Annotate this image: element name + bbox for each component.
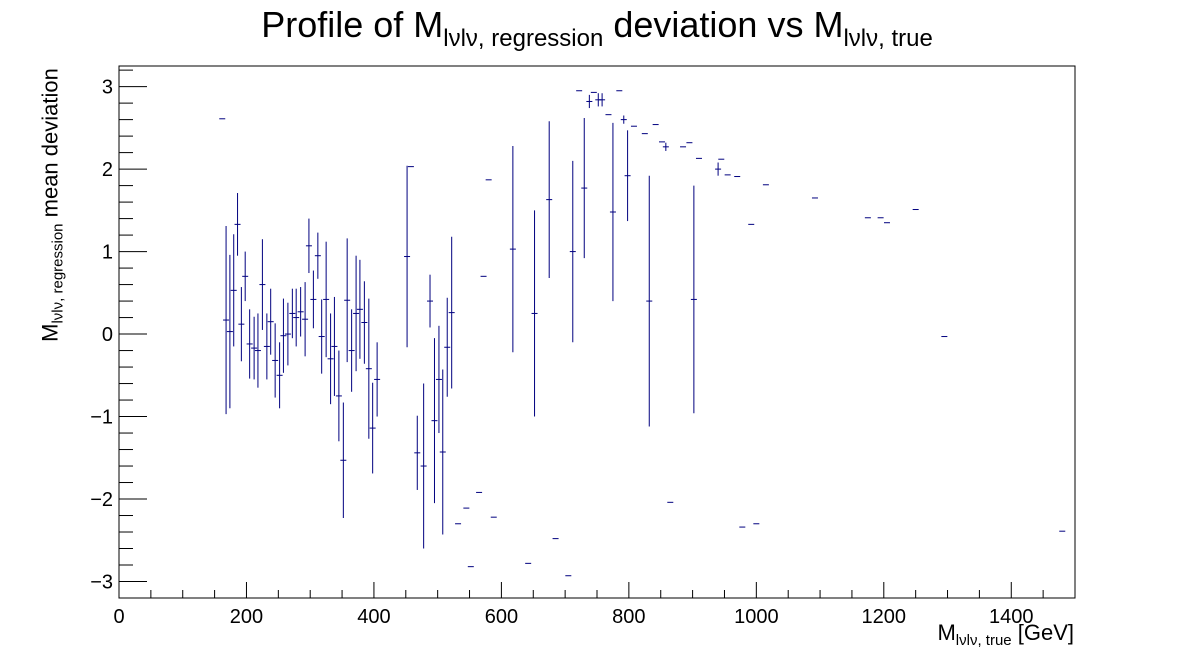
y-axis-label-sub: lνlν, regression xyxy=(49,223,67,324)
y-tick-label: 3 xyxy=(102,77,113,99)
y-tick-label: −2 xyxy=(90,489,113,511)
x-tick-label: 1400 xyxy=(989,606,1034,628)
chart-title: Profile of Mlνlν, regression deviation v… xyxy=(0,4,1194,53)
y-axis-label-main: M xyxy=(37,323,63,342)
x-tick-label: 800 xyxy=(612,606,645,628)
y-tick-label: −3 xyxy=(90,572,113,594)
title-sub-true: lνlν, true xyxy=(843,25,933,52)
x-tick-label: 1000 xyxy=(734,606,779,628)
x-tick-label: 200 xyxy=(230,606,263,628)
x-axis-label-main: M xyxy=(937,620,956,645)
y-axis-label-tail: mean deviation xyxy=(37,68,63,224)
x-tick-label: 400 xyxy=(357,606,390,628)
title-main: Profile of M xyxy=(261,4,444,45)
x-tick-label: 600 xyxy=(485,606,518,628)
title-mid: deviation vs M xyxy=(603,4,844,45)
x-axis-label-unit: [GeV] xyxy=(1011,620,1074,645)
x-tick-label: 0 xyxy=(113,606,124,628)
y-axis-label: Mlνlν, regression mean deviation xyxy=(38,68,67,342)
x-axis-label-sub: lνlν, true xyxy=(955,632,1012,649)
title-sub-regression: lνlν, regression xyxy=(443,25,604,52)
plot-frame xyxy=(118,65,1076,599)
x-tick-label: 1200 xyxy=(862,606,907,628)
y-tick-label: 0 xyxy=(102,324,113,346)
y-tick-label: 1 xyxy=(102,242,113,264)
y-tick-label: 2 xyxy=(102,159,113,181)
x-axis-label: Mlνlν, true [GeV] xyxy=(937,620,1074,649)
y-tick-label: −1 xyxy=(90,407,113,429)
